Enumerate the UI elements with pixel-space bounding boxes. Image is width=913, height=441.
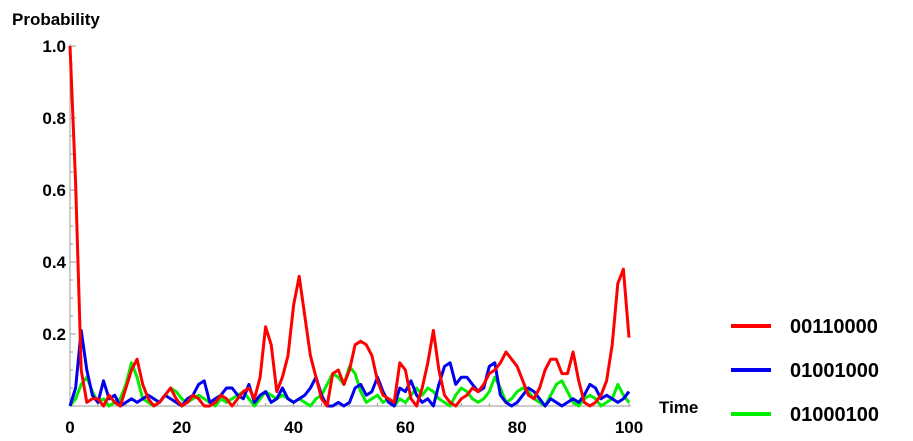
x-tick-label: 100 (615, 418, 643, 437)
series-line-00110000 (68, 45, 631, 408)
y-axis-label: Probability (12, 10, 100, 29)
plot-area (68, 45, 631, 408)
legend-label: 00110000 (790, 316, 878, 338)
y-tick-label: 0.4 (42, 253, 66, 272)
y-tick-label: 0.6 (42, 181, 66, 200)
x-tick-label: 20 (172, 418, 191, 437)
y-tick-label: 0.2 (42, 325, 66, 344)
x-tick-label: 40 (284, 418, 303, 437)
y-tick-label: 1.0 (42, 37, 66, 56)
x-axis-label: Time (659, 398, 698, 417)
x-axis-ticks: 0 20 40 60 80 100 (65, 418, 643, 437)
x-tick-label: 60 (396, 418, 415, 437)
axes (69, 44, 631, 407)
x-tick-label: 0 (65, 418, 74, 437)
y-tick-label: 0.8 (42, 109, 66, 128)
legend-label: 01000100 (790, 404, 879, 426)
legend: 00110000 01001000 01000100 (731, 316, 879, 426)
legend-label: 01001000 (790, 360, 879, 382)
x-tick-label: 80 (508, 418, 527, 437)
y-axis-ticks: 0.2 0.4 0.6 0.8 1.0 (42, 37, 66, 344)
